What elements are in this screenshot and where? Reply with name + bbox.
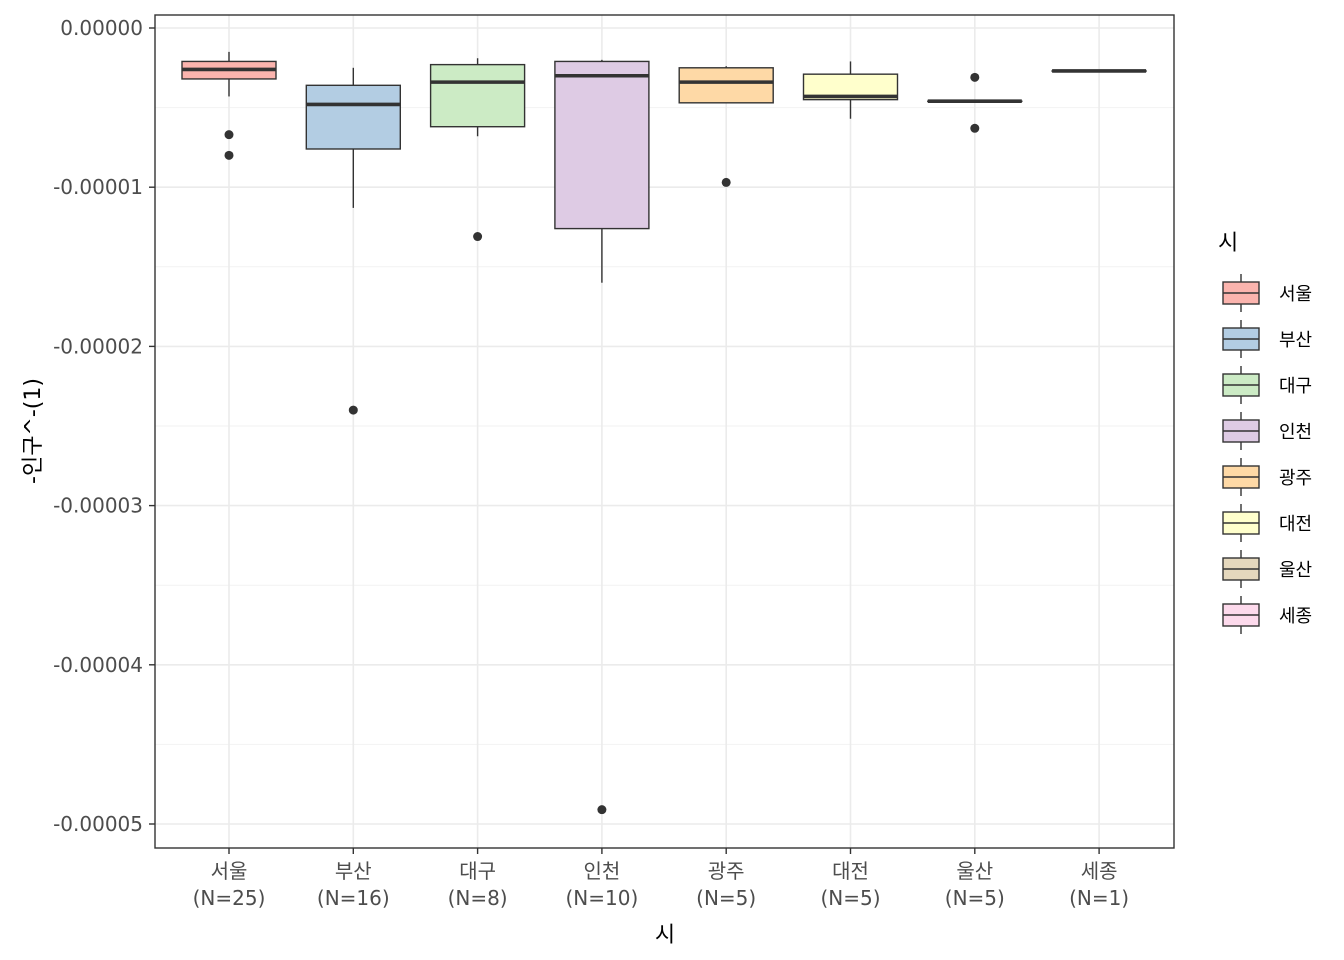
- x-tick-label: 인천: [583, 859, 620, 883]
- y-tick-label: -0.00004: [53, 653, 143, 677]
- legend-label: 광주: [1279, 468, 1312, 489]
- box-body: [305, 84, 401, 150]
- x-tick-label: 울산: [956, 859, 993, 883]
- x-tick-count-label: (N=1): [1069, 886, 1129, 910]
- y-tick-label: -0.00002: [53, 334, 143, 358]
- box-body: [554, 60, 650, 230]
- box-광주: [678, 66, 774, 187]
- y-axis-title: -인구^-(1): [21, 378, 46, 484]
- box-대전: [802, 61, 899, 119]
- outlier-point: [473, 232, 483, 242]
- legend-item-광주: 광주: [1222, 458, 1312, 496]
- x-tick-count-label: (N=5): [696, 886, 756, 910]
- legend-item-세종: 세종: [1222, 596, 1312, 634]
- x-tick-count-label: (N=25): [193, 886, 266, 910]
- outlier-point: [721, 177, 731, 187]
- box-body: [678, 67, 774, 104]
- legend-label: 부산: [1279, 330, 1312, 351]
- plot-panel: [155, 15, 1174, 848]
- legend-item-대구: 대구: [1222, 366, 1312, 404]
- box-body: [429, 63, 526, 128]
- box-인천: [554, 59, 650, 815]
- grid-lines: [155, 15, 1174, 848]
- legend-label: 울산: [1279, 560, 1312, 581]
- legend-label: 대구: [1279, 376, 1312, 397]
- box-부산: [305, 67, 401, 415]
- box-서울: [181, 51, 277, 160]
- x-tick-label: 광주: [708, 859, 745, 883]
- x-tick-label: 대전: [832, 859, 869, 883]
- box-대구: [429, 58, 526, 242]
- legend-item-서울: 서울: [1222, 274, 1312, 312]
- x-tick-label: 대구: [459, 859, 496, 883]
- box-울산: [927, 72, 1023, 133]
- legend-label: 서울: [1279, 284, 1312, 305]
- x-tick-label: 세종: [1081, 859, 1118, 883]
- legend-label: 인천: [1279, 422, 1312, 443]
- x-tick-count-label: (N=5): [945, 886, 1005, 910]
- outlier-point: [970, 123, 980, 133]
- legend-item-울산: 울산: [1222, 550, 1312, 588]
- legend-item-인천: 인천: [1222, 412, 1312, 450]
- legend-item-부산: 부산: [1222, 320, 1312, 358]
- y-tick-label: -0.00003: [53, 494, 143, 518]
- panel-border: [154, 14, 1175, 849]
- legend-title: 시: [1218, 231, 1238, 256]
- x-tick-label: 서울: [211, 859, 248, 883]
- y-tick-label: -0.00001: [53, 175, 143, 199]
- x-tick-count-label: (N=16): [317, 886, 390, 910]
- legend-label: 대전: [1279, 514, 1312, 535]
- x-tick-label: 부산: [335, 859, 372, 883]
- x-axis-title: 시: [655, 923, 675, 948]
- x-tick-count-label: (N=5): [820, 886, 880, 910]
- outlier-point: [597, 805, 607, 815]
- x-tick-count-label: (N=8): [448, 886, 508, 910]
- plot-area: [181, 51, 1147, 815]
- legend-item-대전: 대전: [1222, 504, 1312, 542]
- y-tick-label: 0.00000: [60, 16, 143, 40]
- outlier-point: [348, 405, 358, 415]
- outlier-point: [224, 150, 234, 160]
- outlier-point: [224, 130, 234, 140]
- axes: 0.00000 -0.00001 -0.00002 -0.00003 -0.00004 -…: [53, 14, 1175, 910]
- y-tick-label: -0.00005: [53, 812, 143, 836]
- outlier-point: [970, 72, 980, 82]
- x-tick-count-label: (N=10): [566, 886, 639, 910]
- legend-label: 세종: [1279, 606, 1312, 627]
